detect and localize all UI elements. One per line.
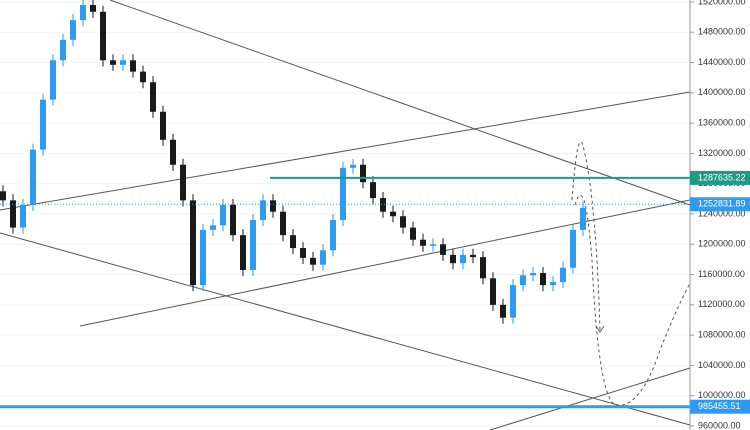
y-tick-label: 1320000.00 bbox=[698, 148, 746, 158]
candle-body bbox=[280, 211, 286, 236]
y-tick-label: 1080000.00 bbox=[698, 330, 746, 340]
candle-body bbox=[470, 254, 476, 258]
drawings bbox=[0, 0, 693, 430]
candle-body bbox=[70, 20, 76, 40]
trend-line bbox=[79, 199, 691, 327]
candle-body bbox=[250, 220, 256, 271]
y-tick-label: 1160000.00 bbox=[698, 269, 745, 279]
candle-body bbox=[180, 164, 186, 201]
candle-body bbox=[390, 211, 396, 217]
y-tick-label: 1520000.00 bbox=[698, 0, 746, 6]
y-tick-label: 1480000.00 bbox=[698, 27, 746, 37]
candle-body bbox=[60, 39, 66, 61]
candle-body bbox=[400, 216, 406, 228]
price-tag-label: 1287635.22 bbox=[698, 172, 746, 182]
candle-body bbox=[220, 204, 226, 226]
candle-body bbox=[160, 111, 166, 140]
candle-body bbox=[420, 239, 426, 246]
price-tag bbox=[690, 197, 750, 212]
candle-body bbox=[350, 164, 356, 168]
candle-body bbox=[340, 167, 346, 221]
candle-body bbox=[520, 275, 526, 286]
candle-body bbox=[0, 191, 6, 201]
candle-body bbox=[100, 11, 106, 61]
trend-line bbox=[0, 91, 691, 211]
candle-body bbox=[240, 235, 246, 271]
candle-body bbox=[170, 139, 176, 165]
candle-body bbox=[190, 200, 196, 286]
projection bbox=[574, 194, 693, 406]
trend-line bbox=[109, 0, 691, 206]
price-tag-label: 985455.51 bbox=[698, 401, 741, 411]
candle-body bbox=[380, 198, 386, 212]
candle-body bbox=[450, 254, 456, 264]
grid bbox=[0, 1, 690, 427]
candle-body bbox=[580, 207, 586, 230]
candle-body bbox=[460, 254, 466, 264]
y-tick-label: 1440000.00 bbox=[698, 57, 746, 67]
price-tag-label: 1252831.89 bbox=[698, 199, 746, 209]
candle-body bbox=[370, 182, 376, 199]
candle-body bbox=[290, 235, 296, 249]
projection bbox=[571, 141, 601, 331]
trend-line bbox=[489, 367, 691, 430]
price-axis bbox=[690, 0, 750, 430]
candle-body bbox=[20, 204, 26, 228]
candle-body bbox=[500, 304, 506, 318]
candle-body bbox=[410, 227, 416, 240]
arrow-head bbox=[595, 325, 605, 333]
candle-body bbox=[210, 225, 216, 230]
y-tick-label: 1240000.00 bbox=[698, 208, 746, 218]
candle-body bbox=[490, 278, 496, 305]
candle-body bbox=[40, 99, 46, 150]
candle-body bbox=[360, 164, 366, 183]
candle-body bbox=[550, 282, 556, 286]
candle-body bbox=[140, 71, 146, 83]
candle-body bbox=[10, 200, 16, 228]
candle-body bbox=[200, 229, 206, 286]
candle-body bbox=[130, 60, 136, 72]
candle-body bbox=[510, 285, 516, 318]
y-tick-label: 960000.00 bbox=[698, 420, 741, 430]
candle-body bbox=[530, 273, 536, 276]
candle-body bbox=[80, 4, 86, 21]
y-tick-label: 1360000.00 bbox=[698, 117, 746, 127]
candle-body bbox=[570, 229, 576, 268]
candle-body bbox=[150, 82, 156, 112]
y-tick-label: 1000000.00 bbox=[698, 390, 746, 400]
candle-body bbox=[330, 220, 336, 251]
candle-body bbox=[310, 257, 316, 265]
candle-body bbox=[110, 60, 116, 65]
candle-body bbox=[540, 273, 546, 286]
candle-body bbox=[480, 257, 486, 279]
candle-body bbox=[440, 244, 446, 255]
candle-body bbox=[320, 250, 326, 265]
y-tick-label: 1040000.00 bbox=[698, 360, 746, 370]
price-lines bbox=[0, 176, 690, 409]
price-tags: 1287635.22 1252831.89 985455.51 bbox=[690, 170, 750, 414]
candle-body bbox=[30, 149, 36, 205]
candle-body bbox=[300, 248, 306, 258]
candle-body bbox=[270, 200, 276, 212]
trend-line bbox=[0, 232, 691, 426]
candle-body bbox=[120, 60, 126, 65]
price-tag bbox=[690, 399, 750, 414]
price-tag bbox=[690, 170, 750, 185]
y-tick-label: 1120000.00 bbox=[698, 299, 745, 309]
y-tick-label: 1400000.00 bbox=[698, 87, 746, 97]
candles bbox=[0, 0, 586, 324]
axis-labels: 960000.00 1000000.00 1040000.00 1080000.00 1… bbox=[690, 0, 746, 430]
candle-body bbox=[230, 204, 236, 236]
candle-body bbox=[90, 4, 96, 12]
candle-body bbox=[50, 60, 56, 100]
y-tick-label: 1200000.00 bbox=[698, 239, 746, 249]
candle-body bbox=[430, 244, 436, 246]
candle-body bbox=[260, 200, 266, 221]
candle-body bbox=[560, 267, 566, 283]
